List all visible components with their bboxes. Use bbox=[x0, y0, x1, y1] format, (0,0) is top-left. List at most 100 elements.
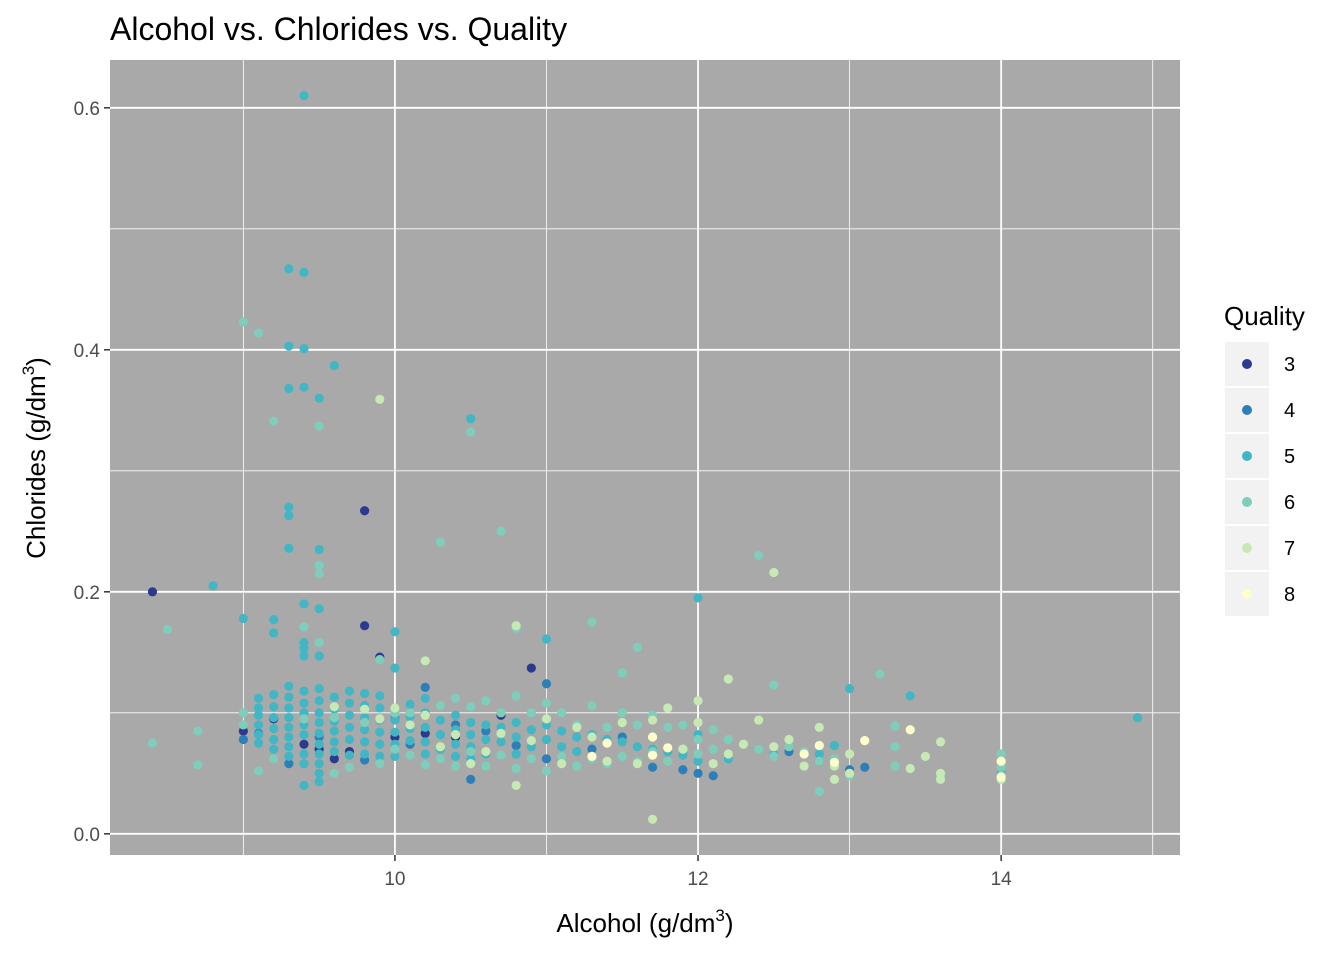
legend-label: 3 bbox=[1284, 354, 1295, 376]
data-point-quality-5 bbox=[329, 726, 339, 736]
data-point-quality-5 bbox=[344, 686, 355, 696]
data-point-quality-5 bbox=[299, 651, 309, 661]
data-point-quality-6 bbox=[390, 744, 400, 754]
data-point-quality-5 bbox=[466, 717, 476, 728]
data-point-quality-5 bbox=[375, 703, 385, 713]
y-tick-label: 0.2 bbox=[74, 583, 100, 604]
data-point-quality-6 bbox=[617, 668, 627, 678]
data-point-quality-8 bbox=[829, 757, 840, 768]
data-point-quality-5 bbox=[299, 91, 309, 101]
legend-swatch-quality-3 bbox=[1242, 359, 1252, 369]
data-point-quality-4 bbox=[647, 762, 658, 772]
data-point-quality-6 bbox=[405, 708, 415, 718]
x-axis-title-open: ( bbox=[649, 908, 658, 938]
data-point-quality-6 bbox=[496, 526, 506, 536]
data-point-quality-5 bbox=[253, 703, 264, 713]
data-point-quality-6 bbox=[708, 725, 718, 735]
data-point-quality-7 bbox=[617, 717, 627, 728]
data-point-quality-8 bbox=[647, 732, 658, 742]
data-point-quality-6 bbox=[193, 726, 203, 736]
data-point-quality-7 bbox=[511, 780, 521, 791]
data-point-quality-5 bbox=[238, 613, 248, 624]
data-point-quality-6 bbox=[557, 708, 567, 718]
data-point-quality-5 bbox=[253, 693, 264, 703]
data-point-quality-7 bbox=[329, 702, 339, 712]
data-point-quality-7 bbox=[420, 656, 430, 666]
data-point-quality-5 bbox=[420, 693, 430, 703]
data-point-quality-7 bbox=[572, 722, 582, 732]
data-point-quality-6 bbox=[314, 421, 324, 431]
data-point-quality-4 bbox=[420, 682, 430, 693]
y-axis-title-slash: / bbox=[21, 411, 51, 419]
data-point-quality-6 bbox=[269, 416, 279, 426]
data-point-quality-6 bbox=[496, 708, 506, 718]
data-point-quality-6 bbox=[481, 761, 491, 771]
data-point-quality-5 bbox=[314, 768, 324, 778]
data-point-quality-5 bbox=[284, 703, 294, 713]
data-point-quality-6 bbox=[587, 700, 597, 711]
data-point-quality-6 bbox=[435, 700, 445, 711]
data-point-quality-5 bbox=[360, 749, 370, 759]
x-axis-title-unit: g bbox=[658, 908, 672, 938]
data-point-quality-3 bbox=[360, 506, 370, 516]
data-point-quality-5 bbox=[466, 414, 476, 424]
data-point-quality-5 bbox=[405, 736, 415, 746]
data-point-quality-6 bbox=[693, 734, 703, 745]
y-axis-title-unit2: dm bbox=[21, 375, 51, 411]
data-point-quality-5 bbox=[314, 393, 324, 403]
x-tick-label: 12 bbox=[687, 869, 708, 890]
data-point-quality-5 bbox=[314, 684, 324, 694]
data-point-quality-6 bbox=[814, 786, 824, 797]
legend-label: 6 bbox=[1284, 492, 1295, 514]
data-point-quality-5 bbox=[375, 727, 385, 737]
data-point-quality-6 bbox=[253, 766, 264, 776]
data-point-quality-8 bbox=[602, 738, 612, 748]
data-point-quality-7 bbox=[466, 759, 476, 769]
data-point-quality-5 bbox=[390, 751, 400, 761]
grid-lines bbox=[110, 60, 1180, 855]
data-point-quality-5 bbox=[299, 599, 309, 609]
data-point-quality-6 bbox=[405, 750, 415, 760]
data-point-quality-5 bbox=[253, 738, 264, 748]
data-point-quality-8 bbox=[799, 749, 809, 759]
data-point-quality-7 bbox=[360, 704, 370, 714]
data-point-quality-5 bbox=[435, 730, 445, 740]
data-point-quality-6 bbox=[481, 696, 491, 706]
y-axis-ticks: 0.0 0.2 0.4 0.6 bbox=[74, 99, 110, 846]
data-point-quality-5 bbox=[269, 713, 279, 723]
data-point-quality-7 bbox=[935, 737, 946, 747]
data-point-quality-6 bbox=[375, 759, 385, 769]
data-point-quality-7 bbox=[784, 734, 794, 745]
data-point-quality-6 bbox=[162, 624, 173, 634]
legend-label: 5 bbox=[1284, 446, 1295, 468]
scatter-points bbox=[147, 91, 1143, 824]
y-axis-title-sup: 3 bbox=[19, 366, 38, 375]
data-point-quality-4 bbox=[693, 768, 703, 778]
data-point-quality-5 bbox=[269, 628, 279, 638]
data-point-quality-6 bbox=[496, 750, 506, 760]
data-point-quality-5 bbox=[405, 699, 415, 709]
data-point-quality-8 bbox=[996, 772, 1006, 782]
y-tick-label: 0.4 bbox=[74, 341, 101, 362]
data-point-quality-6 bbox=[329, 768, 339, 778]
data-point-quality-5 bbox=[390, 663, 400, 673]
data-point-quality-6 bbox=[299, 714, 309, 724]
data-point-quality-5 bbox=[344, 734, 355, 745]
data-point-quality-5 bbox=[253, 730, 264, 740]
data-point-quality-5 bbox=[299, 698, 309, 708]
x-axis-title-close: ) bbox=[725, 908, 734, 938]
legend-swatch-quality-7 bbox=[1242, 543, 1252, 553]
data-point-quality-6 bbox=[617, 708, 627, 718]
data-point-quality-7 bbox=[390, 703, 400, 713]
y-axis-title-close: ) bbox=[21, 357, 51, 366]
data-point-quality-5 bbox=[344, 750, 355, 760]
data-point-quality-5 bbox=[299, 686, 309, 696]
data-point-quality-4 bbox=[587, 744, 597, 754]
data-point-quality-6 bbox=[754, 550, 764, 561]
data-point-quality-5 bbox=[829, 740, 840, 751]
data-point-quality-6 bbox=[602, 722, 612, 732]
data-point-quality-7 bbox=[723, 749, 733, 759]
data-point-quality-6 bbox=[193, 760, 203, 770]
data-point-quality-7 bbox=[769, 742, 779, 752]
